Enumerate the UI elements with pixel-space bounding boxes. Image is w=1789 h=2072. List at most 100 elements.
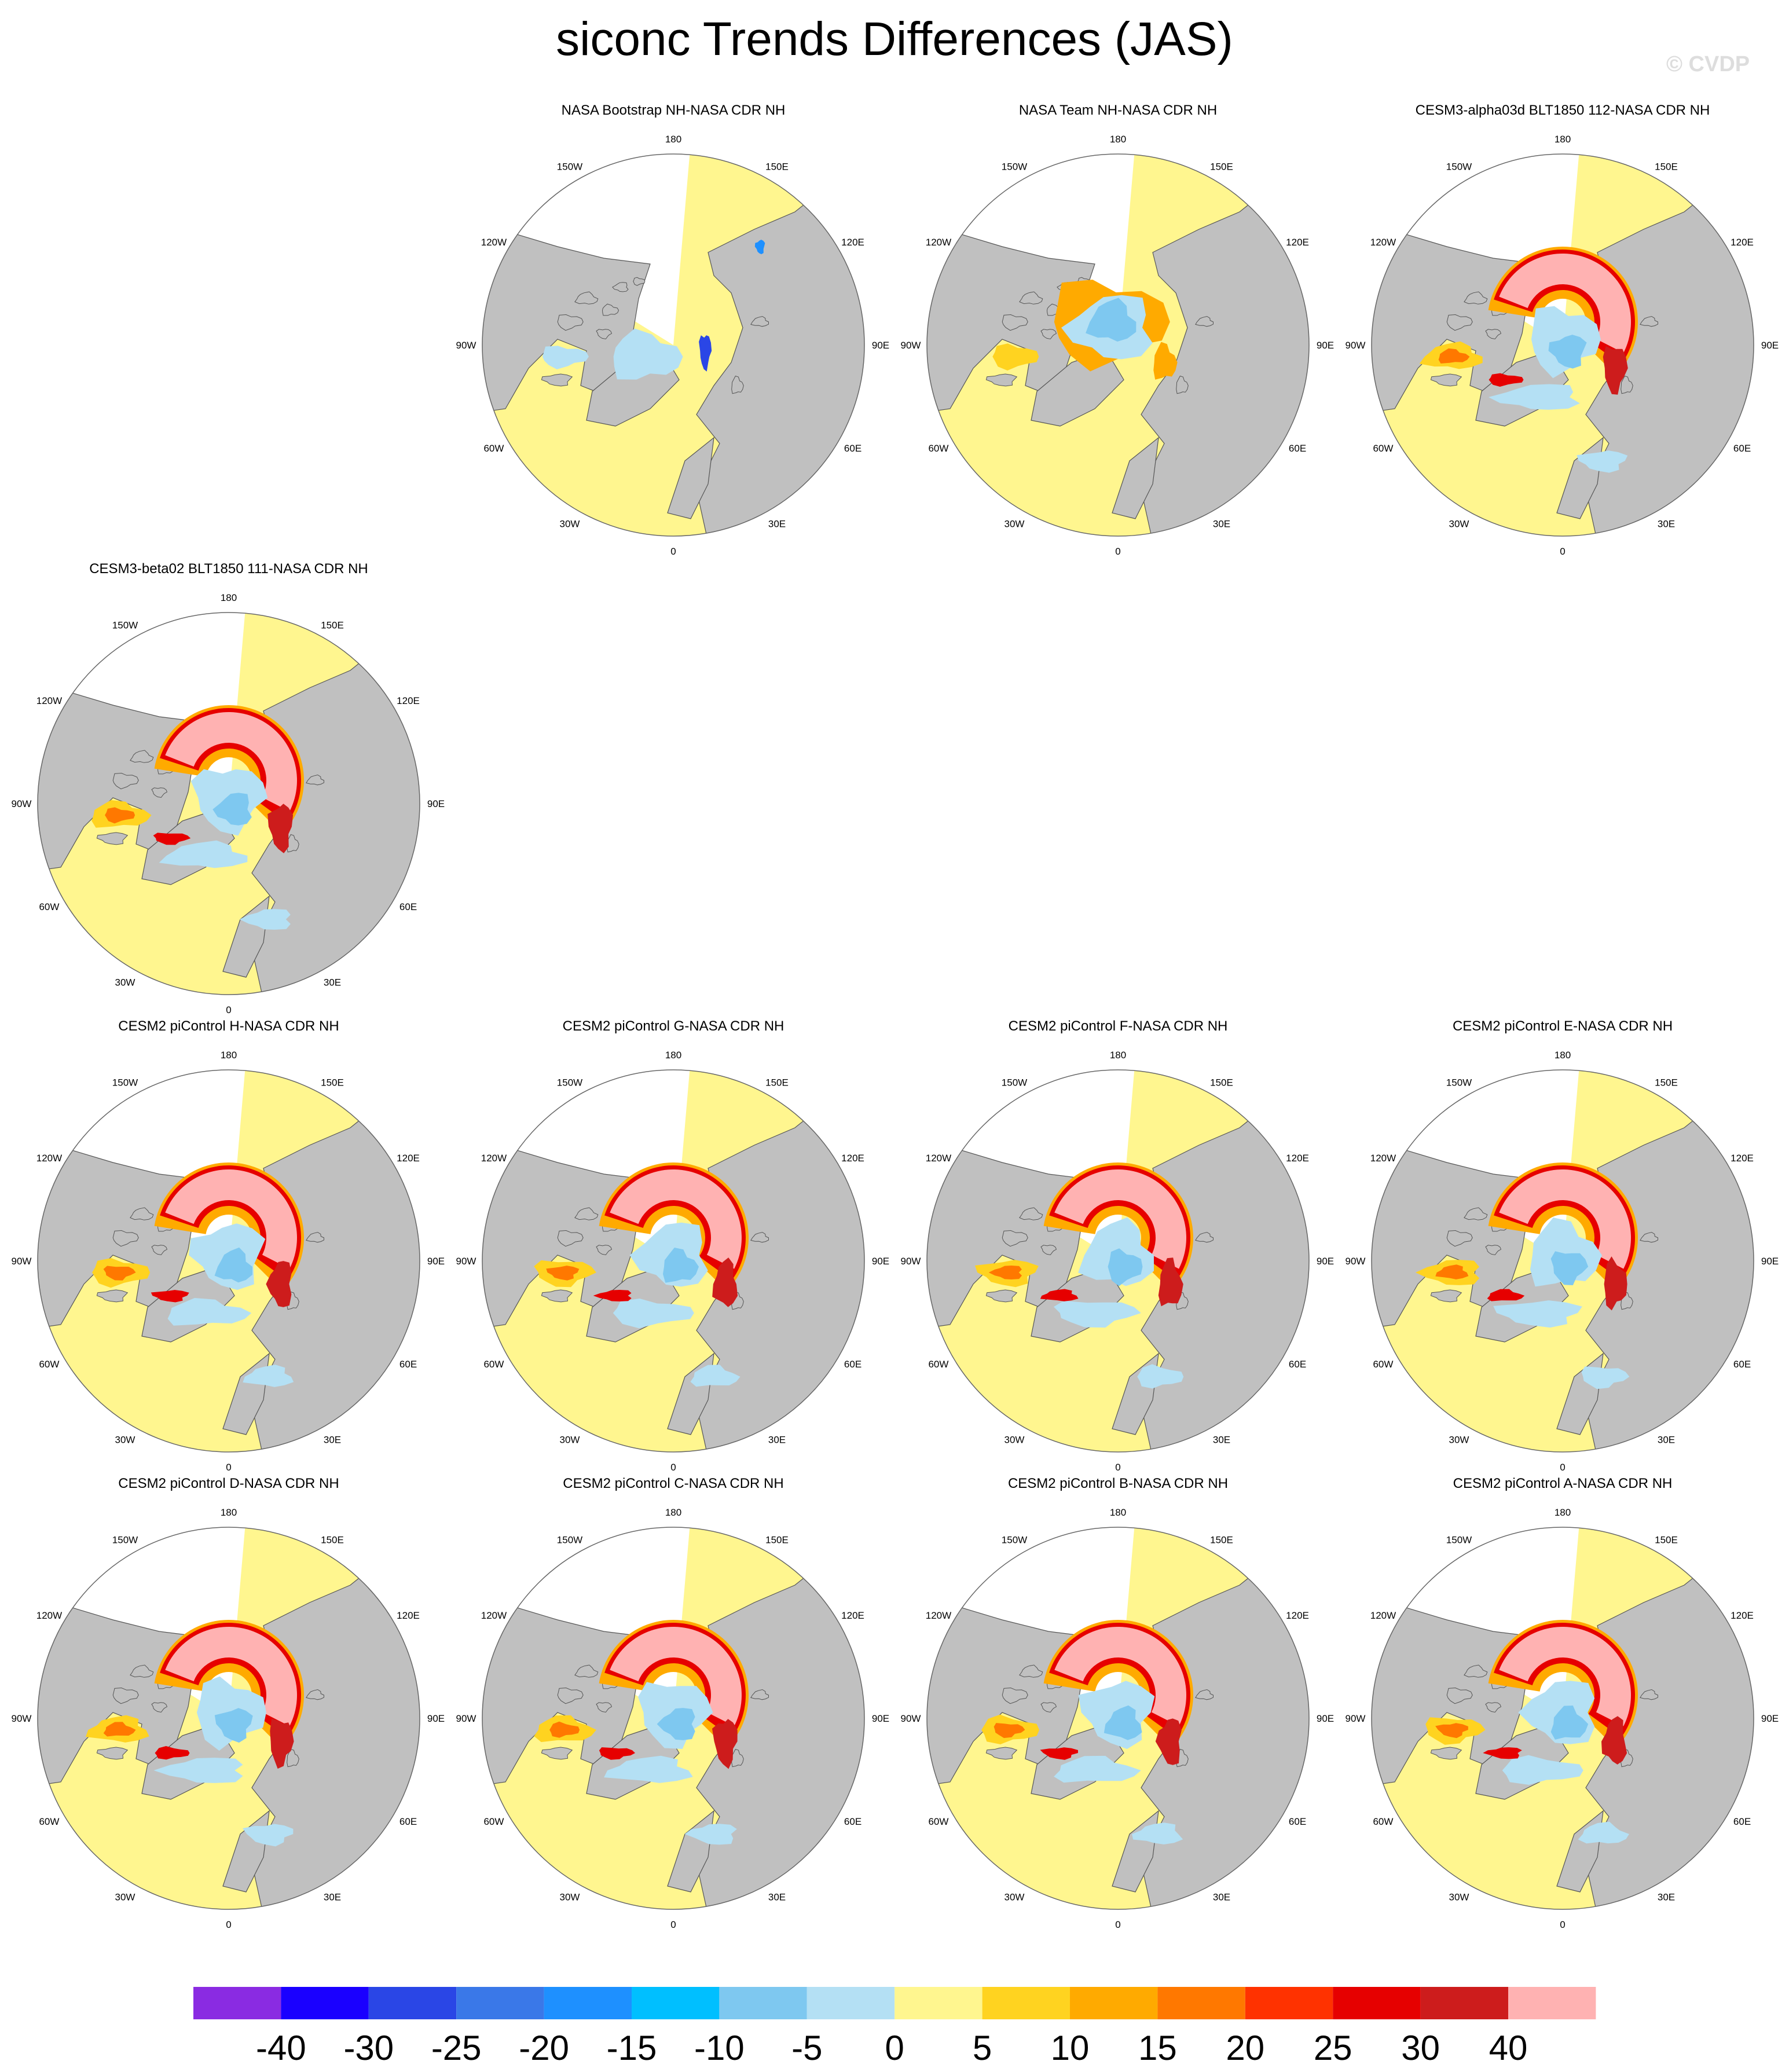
longitude-label: 150E <box>765 1535 789 1546</box>
longitude-label: 30E <box>324 1891 341 1902</box>
colorbar-swatch <box>456 1987 544 2019</box>
longitude-label: 90W <box>12 1256 32 1267</box>
longitude-label: 150W <box>557 1535 582 1546</box>
longitude-label: 60W <box>39 1816 59 1827</box>
panel-title: CESM2 piControl B-NASA CDR NH <box>1007 1476 1229 1491</box>
longitude-label: 180 <box>1110 134 1126 145</box>
polar-map: 180 150E 120E 90E 60E 30E 0 30W 60W 90W 120W 150W <box>1346 134 1779 557</box>
colorbar-swatch <box>193 1987 281 2019</box>
longitude-label: 0 <box>670 546 676 557</box>
longitude-label: 120W <box>926 237 951 248</box>
longitude-label: 180 <box>665 134 681 145</box>
island-land <box>96 1747 129 1760</box>
scandinavia-land <box>667 437 714 519</box>
polar-map: 180 150E 120E 90E 60E 30E 0 30W 60W 90W 120W 150W <box>456 1050 890 1473</box>
longitude-label: 180 <box>665 1050 681 1061</box>
panel-title: CESM2 piControl D-NASA CDR NH <box>118 1476 339 1491</box>
longitude-label: 60E <box>844 1816 861 1827</box>
island-land <box>1621 375 1633 394</box>
longitude-label: 30W <box>1005 1434 1025 1445</box>
polar-map: 180 150E 120E 90E 60E 30E 0 30W 60W 90W 120W 150W <box>456 134 890 557</box>
siconc-difference-field <box>975 1162 1193 1389</box>
longitude-label: 120E <box>1286 237 1309 248</box>
longitude-label: 180 <box>1555 134 1571 145</box>
longitude-label: 150E <box>1655 1535 1678 1546</box>
colorbar-label: 20 <box>1226 2029 1264 2067</box>
longitude-label: 90E <box>872 1256 889 1267</box>
map-panel: CESM2 piControl C-NASA CDR NH 180 150E 120E… <box>452 1475 895 1932</box>
map-panel: CESM3-beta02 BLT1850 111-NASA CDR NH 180 1… <box>7 560 450 1018</box>
colorbar-swatch <box>632 1987 720 2019</box>
longitude-label: 60W <box>483 443 504 454</box>
longitude-label: 180 <box>221 1507 237 1518</box>
colorbar-swatch <box>1508 1987 1596 2019</box>
longitude-label: 90E <box>872 1713 889 1724</box>
longitude-label: 90E <box>427 798 445 809</box>
island-land <box>1640 1689 1658 1700</box>
island-land <box>1019 291 1043 305</box>
longitude-label: 60W <box>1373 443 1393 454</box>
longitude-label: 30W <box>560 1434 580 1445</box>
island-land <box>1195 1231 1214 1243</box>
longitude-label: 150E <box>321 1535 344 1546</box>
longitude-label: 90W <box>1346 340 1366 351</box>
longitude-label: 30E <box>1213 1434 1230 1445</box>
longitude-label: 120E <box>841 1153 864 1164</box>
colorbar-swatch <box>1333 1987 1421 2019</box>
longitude-label: 150W <box>112 1535 138 1546</box>
longitude-label: 150W <box>1002 162 1027 173</box>
main-title: siconc Trends Differences (JAS) <box>556 13 1233 65</box>
panel-title: CESM3-beta02 BLT1850 111-NASA CDR NH <box>89 561 368 577</box>
island-land <box>750 316 769 327</box>
watermark: © CVDP <box>1666 52 1750 76</box>
siconc-difference-field <box>1425 1620 1638 1844</box>
longitude-label: 60W <box>483 1816 504 1827</box>
map-panel: CESM2 piControl A-NASA CDR NH 180 150E 120E… <box>1341 1475 1784 1932</box>
longitude-label: 60W <box>1373 1816 1393 1827</box>
colorbar-label: -25 <box>431 2029 482 2067</box>
map-panel: CESM3-alpha03d BLT1850 112-NASA CDR NH 18… <box>1341 102 1784 559</box>
longitude-label: 150W <box>1446 1535 1472 1546</box>
siconc-difference-field <box>92 1162 304 1387</box>
longitude-label: 0 <box>1115 1462 1120 1473</box>
island-land <box>1464 1664 1488 1678</box>
longitude-label: 120W <box>1370 1153 1396 1164</box>
island-land <box>130 1664 154 1678</box>
polar-map: 180 150E 120E 90E 60E 30E 0 30W 60W 90W 120W 150W <box>901 134 1335 557</box>
island-land <box>633 277 646 286</box>
longitude-label: 60W <box>1373 1359 1393 1370</box>
longitude-label: 60E <box>1733 443 1751 454</box>
panel-title: CESM2 piControl H-NASA CDR NH <box>118 1018 339 1034</box>
colorbar-label: 30 <box>1401 2029 1440 2067</box>
island-land <box>750 1231 769 1243</box>
map-border <box>37 612 420 995</box>
longitude-label: 120E <box>1731 1610 1754 1621</box>
colorbar-swatch <box>719 1987 807 2019</box>
siconc-difference-field <box>1416 1162 1638 1389</box>
island-land <box>112 1687 139 1704</box>
island-land <box>557 314 584 331</box>
longitude-label: 120E <box>1286 1610 1309 1621</box>
panel-title: NASA Team NH-NASA CDR NH <box>1018 102 1218 118</box>
panel-title: NASA Bootstrap NH-NASA CDR NH <box>561 102 786 118</box>
polar-map: 180 150E 120E 90E 60E 30E 0 30W 60W 90W 120W 150W <box>456 1507 890 1930</box>
longitude-label: 0 <box>226 1919 231 1930</box>
longitude-label: 150E <box>1210 1077 1233 1088</box>
polar-map: 180 150E 120E 90E 60E 30E 0 30W 60W 90W 120W 150W <box>1346 1507 1779 1930</box>
longitude-label: 120W <box>36 1153 62 1164</box>
longitude-label: 90W <box>1346 1713 1366 1724</box>
longitude-label: 150E <box>321 620 344 631</box>
longitude-label: 30W <box>115 977 135 988</box>
island-land <box>541 1289 573 1303</box>
island-land <box>596 1245 613 1256</box>
longitude-label: 120E <box>397 695 420 706</box>
longitude-label: 120W <box>481 1153 507 1164</box>
colorbar-label: -30 <box>343 2029 394 2067</box>
polar-map: 180 150E 120E 90E 60E 30E 0 30W 60W 90W 120W 150W <box>901 1050 1335 1473</box>
longitude-label: 30W <box>1449 1434 1469 1445</box>
colorbar-label: -40 <box>256 2029 306 2067</box>
map-panel: NASA Bootstrap NH-NASA CDR NH 180 150E 120E… <box>452 102 895 559</box>
longitude-label: 30E <box>1213 518 1230 529</box>
island-land <box>1002 314 1028 331</box>
island-land <box>306 1231 324 1243</box>
